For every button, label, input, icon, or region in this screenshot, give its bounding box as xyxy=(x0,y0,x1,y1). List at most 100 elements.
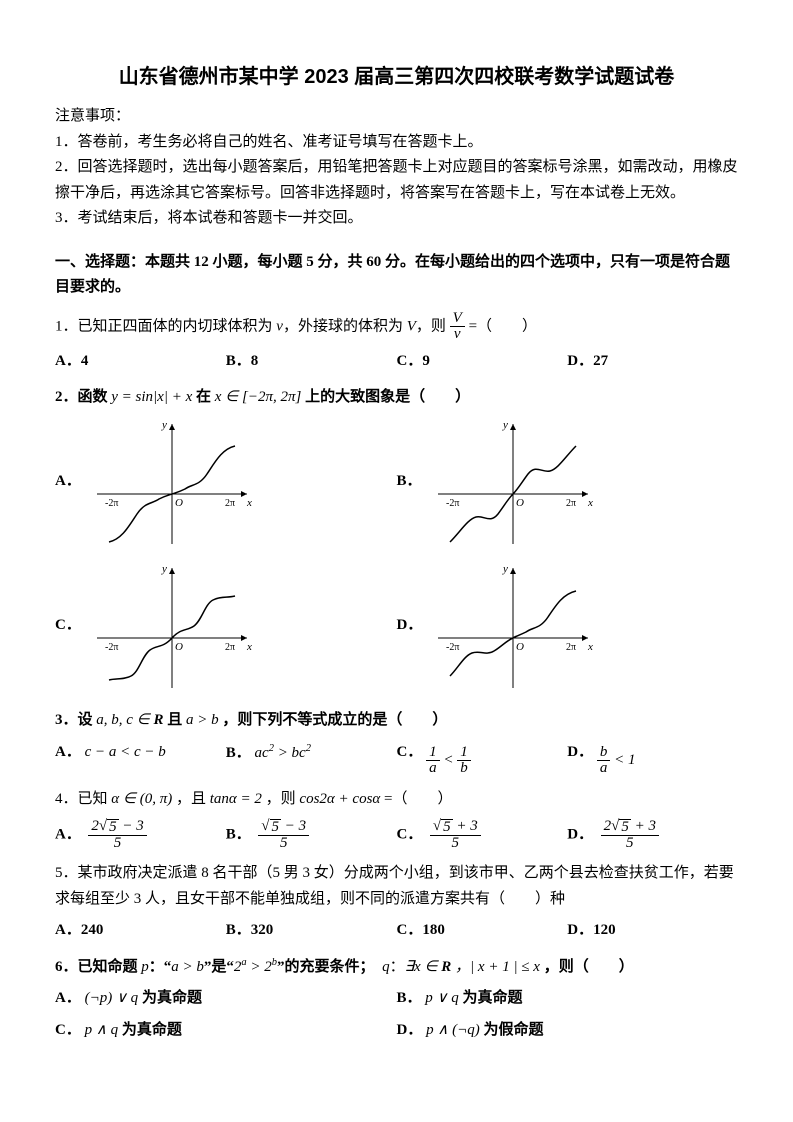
q6-prefix: 6．已知命题 xyxy=(55,959,141,975)
q3-cond: a > b xyxy=(186,712,219,728)
svg-text:y: y xyxy=(502,419,508,431)
q2-opt-d: D． xyxy=(397,613,429,699)
q1-V: V xyxy=(407,318,416,334)
svg-text:O: O xyxy=(175,641,183,653)
q6-options: A． (¬p) ∨ q 为真命题 B． p ∨ q 为真命题 C． p ∧ q … xyxy=(55,986,738,1049)
svg-text:-2π: -2π xyxy=(105,498,118,509)
q3-prefix: 3．设 xyxy=(55,712,96,728)
q4-c-label: C． xyxy=(397,826,423,842)
q4-opt-b: B． √5 − 35 xyxy=(226,819,397,852)
q4-after: ，则 xyxy=(262,791,300,807)
q2-mid: 在 xyxy=(192,389,215,405)
q2-dom: x ∈ [−2π, 2π] xyxy=(215,389,302,405)
q5-opt-a: A．240 xyxy=(55,918,226,944)
q1-options: A．4 B．8 C．9 D．27 xyxy=(55,349,738,375)
q2-prefix: 2．函数 xyxy=(55,389,111,405)
svg-text:y: y xyxy=(161,563,167,575)
q1-v: v xyxy=(276,318,283,334)
q6-d-tail: 为假命题 xyxy=(483,1022,543,1038)
q2-opt-b: B． xyxy=(397,469,428,555)
q6-ab: a > b xyxy=(171,959,204,975)
svg-text:O: O xyxy=(175,497,183,509)
q2-after: 上的大致图象是（ ） xyxy=(301,389,470,405)
q6-b-tail: 为真命题 xyxy=(463,990,523,1006)
svg-text:x: x xyxy=(587,497,593,509)
question-2: 2．函数 y = sin|x| + x 在 x ∈ [−2π, 2π] 上的大致… xyxy=(55,385,738,411)
q3-c-label: C． xyxy=(397,744,423,760)
q6-m2: ”是“ xyxy=(204,959,234,975)
q4-prefix: 4．已知 xyxy=(55,791,111,807)
q6-q: q xyxy=(382,959,390,975)
q6-d-label: D． xyxy=(397,1022,423,1038)
notice-3: 3．考试结束后，将本试卷和答题卡一并交回。 xyxy=(55,206,738,232)
q4-tan: tanα = 2 xyxy=(210,791,262,807)
graph-d: x y O -2π 2π xyxy=(428,558,598,698)
notice-2: 2．回答选择题时，选出每小题答案后，用铅笔把答题卡上对应题目的答案标号涂黑，如需… xyxy=(55,155,738,206)
svg-text:x: x xyxy=(587,641,593,653)
q3-opt-d: D． ba < 1 xyxy=(567,740,738,778)
graph-a: x y O -2π 2π xyxy=(87,414,257,554)
q4-opt-d: D． 2√5 + 35 xyxy=(567,819,738,852)
q6-b-label: B． xyxy=(397,990,422,1006)
q3-a-label: A． xyxy=(55,744,81,760)
q4-opt-c: C． √5 + 35 xyxy=(397,819,568,852)
question-3: 3．设 a, b, c ∈ R 且 a > b ，则下列不等式成立的是（ ） xyxy=(55,708,738,734)
question-5: 5．某市政府决定派遣 8 名干部（5 男 3 女）分成两个小组，到该市甲、乙两个… xyxy=(55,861,738,912)
q3-mid1: 且 xyxy=(164,712,187,728)
q6-c-label: C． xyxy=(55,1022,81,1038)
q5-options: A．240 B．320 C．180 D．120 xyxy=(55,918,738,944)
svg-text:x: x xyxy=(246,497,252,509)
q4-a-label: A． xyxy=(55,826,81,842)
q6-opt-d: D． p ∧ (¬q) 为假命题 xyxy=(397,1018,739,1044)
q3-after: ，则下列不等式成立的是（ ） xyxy=(219,712,448,728)
q1-eq: =（ ） xyxy=(469,318,537,334)
notice-head: 注意事项： xyxy=(55,104,738,130)
svg-text:O: O xyxy=(516,497,524,509)
q2-opt-a: A． xyxy=(55,469,87,555)
question-4: 4．已知 α ∈ (0, π) ，且 tanα = 2 ，则 cos2α + c… xyxy=(55,787,738,813)
svg-text:O: O xyxy=(516,641,524,653)
exam-title: 山东省德州市某中学 2023 届高三第四次四校联考数学试题试卷 xyxy=(55,60,738,94)
svg-text:-2π: -2π xyxy=(446,642,459,653)
q6-a-tail: 为真命题 xyxy=(142,990,202,1006)
q6-exist: ∃x ∈ R ，| x + 1 | ≤ x xyxy=(405,959,540,975)
notice-1: 1．答卷前，考生务必将自己的姓名、准考证号填写在答题卡上。 xyxy=(55,130,738,156)
q4-alpha: α ∈ (0, π) xyxy=(111,791,172,807)
q3-b-label: B． xyxy=(226,745,251,761)
q6-a-label: A． xyxy=(55,990,81,1006)
q6-after: ，则（ ） xyxy=(540,959,634,975)
q3-opt-b: B． ac2 > bc2 xyxy=(226,740,397,778)
q1-opt-a: A．4 xyxy=(55,349,226,375)
q6-opt-a: A． (¬p) ∨ q 为真命题 xyxy=(55,986,397,1012)
q2-row-ab: A． x y O -2π 2π B． x y O -2π 2π xyxy=(55,414,738,554)
q3-set: a, b, c ∈ R xyxy=(96,712,163,728)
q3-d-label: D． xyxy=(567,744,593,760)
q4-options: A． 2√5 − 35 B． √5 − 35 C． √5 + 35 D． 2√5… xyxy=(55,819,738,852)
graph-b: x y O -2π 2π xyxy=(428,414,598,554)
question-1: 1．已知正四面体的内切球体积为 v，外接球的体积为 V，则 Vv =（ ） xyxy=(55,311,738,344)
svg-text:2π: 2π xyxy=(566,498,576,509)
svg-text:2π: 2π xyxy=(225,498,235,509)
q3-opt-c: C． 1a < 1b xyxy=(397,740,568,778)
svg-text:y: y xyxy=(161,419,167,431)
q6-p: p xyxy=(141,959,149,975)
svg-text:2π: 2π xyxy=(566,642,576,653)
q1-opt-c: C．9 xyxy=(397,349,568,375)
q3-options: A． c − a < c − b B． ac2 > bc2 C． 1a < 1b… xyxy=(55,740,738,778)
q5-opt-d: D．120 xyxy=(567,918,738,944)
q1-mid: ，外接球的体积为 xyxy=(283,318,407,334)
q6-opt-c: C． p ∧ q 为真命题 xyxy=(55,1018,397,1044)
q1-opt-b: B．8 xyxy=(226,349,397,375)
q1-opt-d: D．27 xyxy=(567,349,738,375)
q4-opt-a: A． 2√5 − 35 xyxy=(55,819,226,852)
q4-expr: cos2α + cosα xyxy=(299,791,380,807)
svg-text:y: y xyxy=(502,563,508,575)
section-1-head: 一、选择题：本题共 12 小题，每小题 5 分，共 60 分。在每小题给出的四个… xyxy=(55,250,738,301)
q5-opt-b: B．320 xyxy=(226,918,397,944)
q4-eq: =（ ） xyxy=(380,791,452,807)
svg-text:-2π: -2π xyxy=(446,498,459,509)
q1-after: ，则 xyxy=(416,318,450,334)
question-6: 6．已知命题 p：“a > b”是“2a > 2b”的充要条件； q：∃x ∈ … xyxy=(55,954,738,981)
q6-m1: ：“ xyxy=(149,959,172,975)
q6-opt-b: B． p ∨ q 为真命题 xyxy=(397,986,739,1012)
